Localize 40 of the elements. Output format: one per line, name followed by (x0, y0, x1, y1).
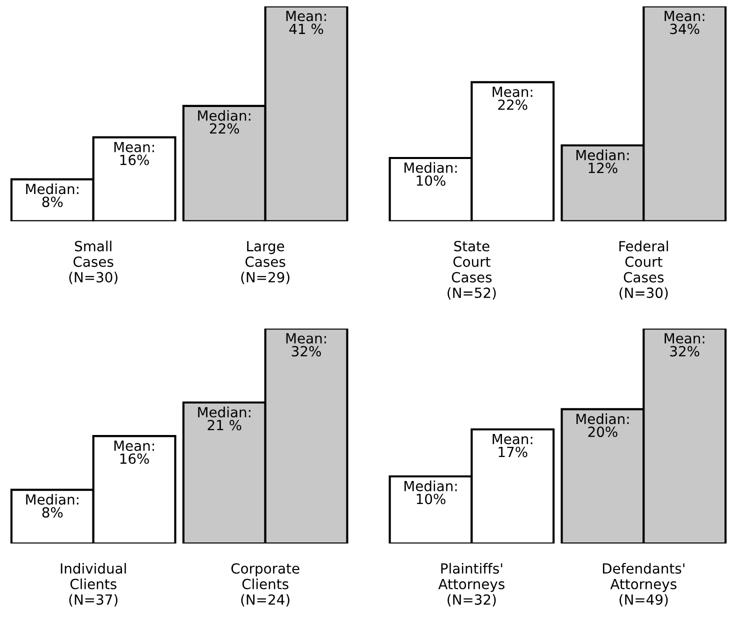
text: Mean: (286, 333, 326, 344)
text: Median: (576, 150, 629, 160)
x-tick-label: Federal Court Cases (N=30) (619, 240, 668, 300)
data-label: 10% (416, 494, 446, 504)
data-label: 16% (120, 453, 149, 464)
data-label: 20% (588, 426, 618, 438)
text: Median: (26, 183, 78, 194)
x-tick-label: Corporate Clients (N=24) (231, 563, 300, 606)
data-label: 12% (588, 162, 618, 174)
x-tick-label: Small Cases (N=30) (69, 240, 118, 284)
data-label: 22% (498, 99, 528, 110)
text: Mean: (286, 10, 326, 22)
x-tick-label: Plaintiffs' Attorneys (N=32) (438, 562, 504, 606)
data-label: 41 % (289, 24, 324, 34)
x-tick-label: Individual Clients (N=37) (60, 562, 126, 606)
data-label: 32% (292, 346, 321, 356)
data-label: 32% (670, 346, 700, 356)
series-label: Mean: (114, 440, 154, 451)
data-label: 22% (210, 123, 240, 134)
series-label: Median: (26, 494, 78, 505)
x-tick-label: State Court Cases (N=52) (448, 240, 496, 300)
text: Median: (198, 406, 250, 418)
series-label: Median: (198, 110, 250, 121)
data-label: 21 % (208, 420, 242, 430)
x-tick-label: Large Cases (N=29) (241, 241, 290, 284)
series-label: Median: (576, 413, 629, 424)
data-label: 8% (42, 196, 63, 208)
series-label: Mean: (492, 434, 532, 444)
series-label: Mean: (114, 142, 154, 152)
text: Median: (404, 480, 457, 492)
data-label: 8% (42, 507, 63, 518)
x-tick-label: Defendants' Attorneys (N=49) (602, 562, 684, 606)
text: Mean: (664, 333, 704, 344)
data-label: 17% (498, 446, 528, 458)
series-label: Mean: (492, 86, 532, 98)
data-label: 34% (670, 24, 700, 34)
data-label: 16% (120, 154, 149, 166)
data-label: 10% (416, 175, 446, 186)
series-label: Median: (404, 162, 457, 173)
text: Mean: (664, 10, 704, 22)
